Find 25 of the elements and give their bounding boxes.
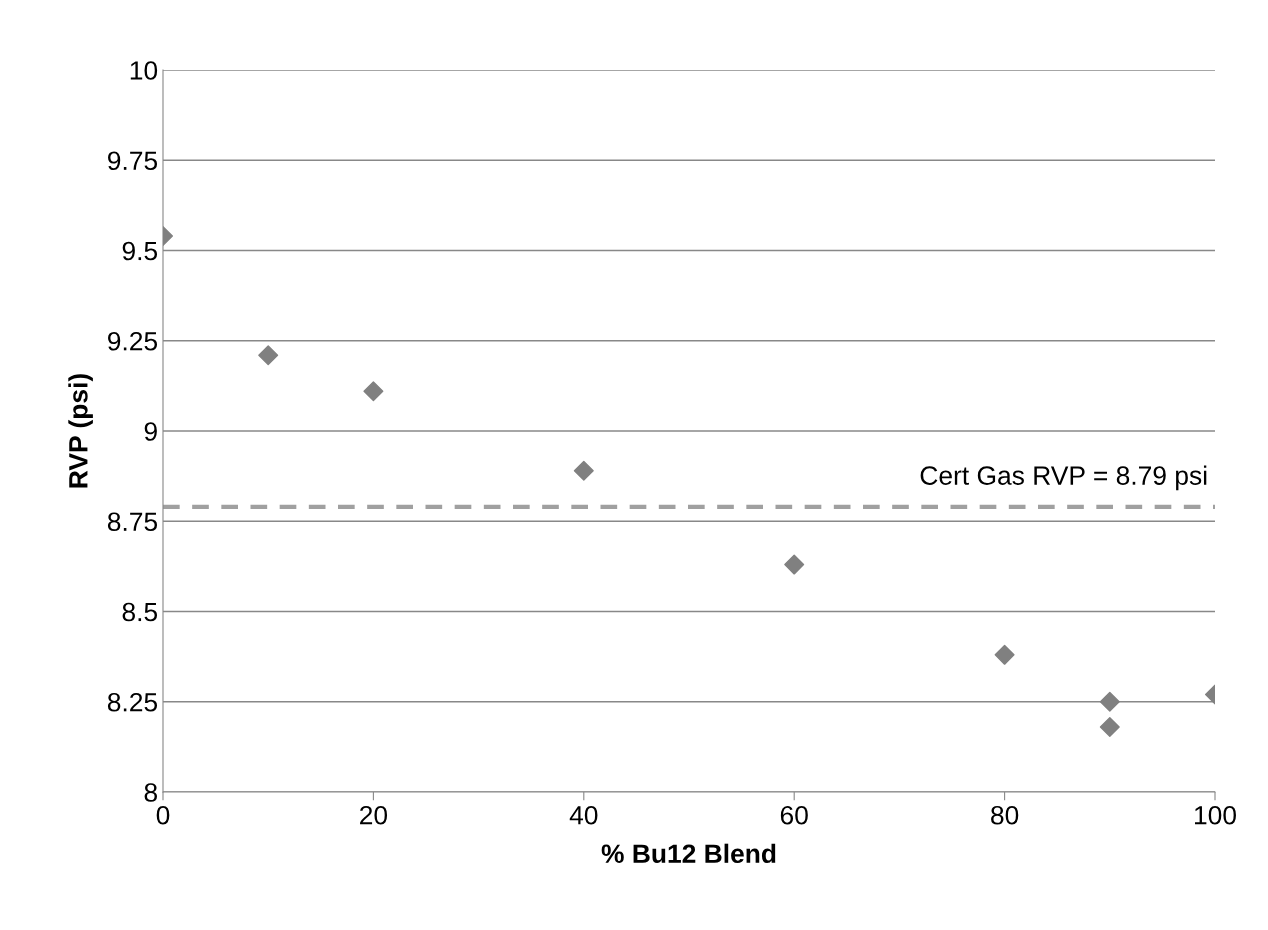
- x-tick-label: 80: [991, 805, 1019, 825]
- x-tick-label: 100: [1195, 805, 1236, 825]
- point: [1099, 691, 1120, 712]
- x-tick-label: 20: [360, 805, 388, 825]
- point: [1099, 717, 1120, 738]
- x-tick-label: 60: [780, 805, 808, 825]
- y-tick-label: 9: [144, 422, 157, 441]
- point: [573, 460, 594, 481]
- y-tick-label: 8.5: [122, 602, 158, 622]
- point: [258, 345, 279, 366]
- point: [994, 644, 1015, 665]
- y-tick-label: 8: [144, 783, 157, 802]
- y-tick-label: 8.25: [107, 692, 158, 712]
- y-axis-title: RVP (psi): [68, 374, 93, 488]
- y-tick-label: 9.25: [108, 331, 158, 351]
- point: [784, 554, 805, 575]
- x-axis-title: % Bu12 Blend: [601, 843, 776, 864]
- x-tick-label: 40: [569, 805, 598, 825]
- ref-line-label: Cert Gas RVP = 8.79 psi: [920, 465, 1207, 491]
- point: [363, 381, 384, 402]
- y-tick-label: 10: [130, 61, 158, 80]
- y-tick-label: 8.75: [107, 512, 158, 532]
- y-tick-label: 9.75: [108, 151, 158, 171]
- x-tick-label: 0: [156, 805, 170, 825]
- y-tick-label: 9.5: [122, 241, 158, 261]
